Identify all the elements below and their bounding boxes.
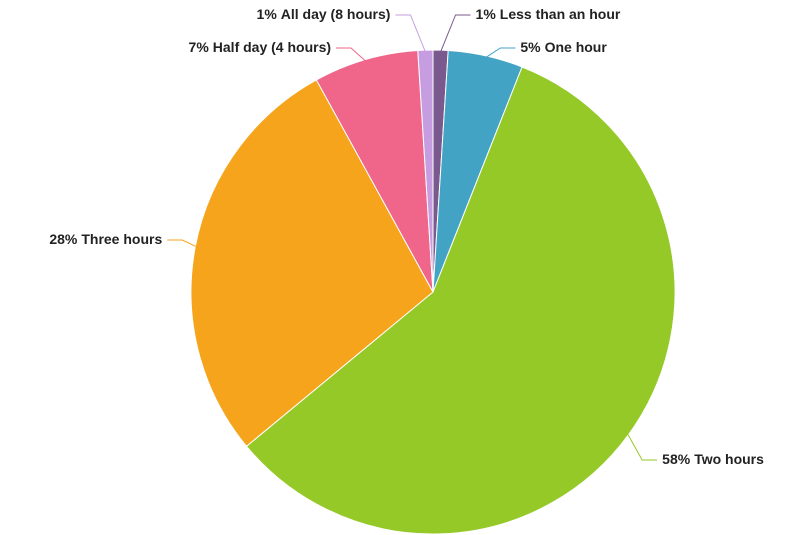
slice-value-label: 5%: [520, 39, 541, 55]
slice-category: Half day (4 hours): [213, 39, 331, 55]
slice-category: Three hours: [81, 231, 162, 247]
pie-slice: [315, 49, 434, 293]
slice-category: Less than an hour: [500, 6, 621, 22]
slice-category: Two hours: [694, 451, 764, 467]
slice-category: All day (8 hours): [281, 6, 391, 22]
slice-label: 5% One hour: [520, 39, 607, 55]
slice-label: 1% Less than an hour: [476, 6, 621, 22]
leader-line: [485, 47, 516, 59]
pie-slice: [245, 66, 676, 535]
leader-line: [167, 239, 198, 248]
leader-line: [395, 14, 426, 53]
slice-label: 7% Half day (4 hours): [189, 39, 331, 55]
slice-value-label: 28%: [49, 231, 78, 247]
pie-slice: [417, 49, 434, 293]
slice-label: 58% Two hours: [662, 451, 764, 467]
leader-line: [440, 14, 471, 53]
leader-line: [336, 47, 367, 62]
slice-value-label: 1%: [257, 6, 278, 22]
slice-value-label: 1%: [476, 6, 497, 22]
slice-value-label: 58%: [662, 451, 691, 467]
slice-value-label: 7%: [189, 39, 210, 55]
leader-line: [626, 432, 658, 461]
slice-category: One hour: [545, 39, 608, 55]
slice-label: 28% Three hours: [49, 231, 162, 247]
slice-label: 1% All day (8 hours): [257, 6, 391, 22]
